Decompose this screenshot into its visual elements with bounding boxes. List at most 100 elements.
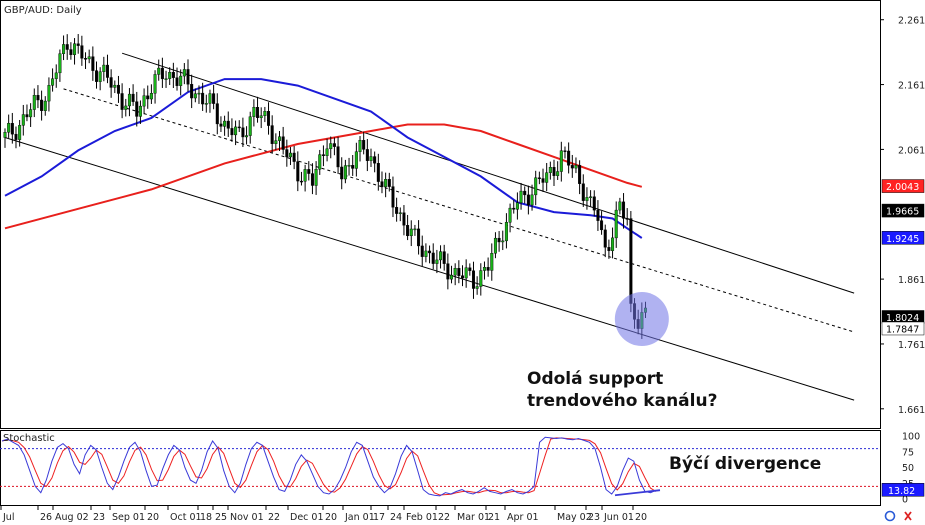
candle-body <box>146 95 150 100</box>
candle-body <box>548 167 552 173</box>
candle-body <box>127 93 131 107</box>
candle-body <box>168 71 172 79</box>
candle-body <box>497 237 501 243</box>
annotation-divergence: Býčí divergence <box>669 454 821 474</box>
candle-body <box>36 95 40 101</box>
candle-body <box>552 167 556 176</box>
candle-body <box>94 70 98 82</box>
candle-body <box>223 120 227 127</box>
candle-body <box>398 212 402 214</box>
x-tick-label: Aug 02 <box>55 512 89 523</box>
stochastic-panel-frame <box>0 430 881 506</box>
candle-body <box>482 267 486 271</box>
x-tick-label: Apr 01 <box>507 512 539 523</box>
candle-body <box>581 183 585 201</box>
candle-body <box>267 111 271 126</box>
candle-body <box>501 240 505 243</box>
candle-body <box>29 109 33 118</box>
toolbar-icons[interactable] <box>884 510 912 522</box>
candle-body <box>515 202 519 210</box>
candle-body <box>212 93 216 104</box>
price-panel-frame <box>0 0 881 429</box>
ma-blue-line <box>4 78 643 239</box>
candle-body <box>622 201 626 219</box>
candle-body <box>14 133 18 140</box>
candle-body <box>299 180 303 183</box>
candle-body <box>109 77 113 88</box>
stoch-value-box <box>881 483 925 497</box>
x-tick-label: Jan 01 <box>344 512 375 523</box>
chart-title: GBP/AUD: Daily <box>4 5 82 16</box>
channel-middle-line <box>63 88 855 333</box>
x-tick-label: 17 <box>373 512 385 523</box>
candle-body <box>611 237 615 251</box>
candle-body <box>278 136 282 141</box>
candle-body <box>263 111 267 116</box>
candle-body <box>248 116 252 136</box>
stoch-tick-label: 0 <box>902 495 908 506</box>
x-tick-label: 20 <box>635 512 647 523</box>
candle-body <box>365 149 369 161</box>
candle-body <box>171 71 175 78</box>
x-tick-label: Sep 01 <box>112 512 145 523</box>
price-label-box <box>881 231 925 245</box>
candle-body <box>157 67 161 75</box>
candle-body <box>512 207 516 210</box>
candle-body <box>325 148 329 156</box>
stoch-tick-label: 100 <box>902 432 920 443</box>
candle-body <box>237 126 241 129</box>
candle-body <box>526 194 530 206</box>
candle-body <box>395 207 399 214</box>
candle-body <box>369 156 373 161</box>
candle-body <box>508 207 512 223</box>
candle-body <box>424 250 428 257</box>
divergence-line <box>614 489 661 497</box>
price-label-box <box>881 321 925 336</box>
candle-body <box>607 247 611 251</box>
candle-body <box>493 237 497 254</box>
stochastic-panel: 100755025013.82 <box>0 432 925 506</box>
annotation-support-line-1: Odolá support <box>527 369 663 389</box>
candle-body <box>32 95 36 110</box>
candle-body <box>592 196 596 211</box>
candle-body <box>340 166 344 180</box>
candle-body <box>570 165 574 169</box>
x-tick-label: May 02 <box>557 512 592 523</box>
x-tick-label: 24 <box>390 512 402 523</box>
candle-body <box>296 161 300 182</box>
price-label-text: 1.9245 <box>886 234 919 245</box>
candle-body <box>479 270 483 287</box>
axes: 2.2616 2.1616 2.0616 1.8616 1.7616 1.6616 2.00… <box>0 0 925 506</box>
price-label-text: 1.7847 <box>886 324 919 335</box>
candle-body <box>124 105 128 110</box>
candle-body <box>461 275 465 279</box>
refresh-icon[interactable] <box>884 510 896 522</box>
candle-body <box>241 127 245 138</box>
x-tick-label: Oct 01 <box>170 512 202 523</box>
candle-body <box>292 152 296 162</box>
price-tick-label: 1.7616 <box>898 340 925 351</box>
candle-body <box>182 69 186 77</box>
stochastic-title: Stochastic <box>3 433 55 444</box>
price-tick-label: 2.2616 <box>898 16 925 27</box>
price-label-text: 2.0043 <box>886 182 919 193</box>
candle-body <box>179 75 183 86</box>
candle-body <box>3 132 7 138</box>
candle-body <box>347 165 351 167</box>
stoch-d-line <box>1 437 657 496</box>
candle-body <box>578 165 582 184</box>
candle-body <box>373 156 377 164</box>
candle-body <box>537 177 541 179</box>
candle-body <box>43 100 47 111</box>
candle-body <box>307 169 311 174</box>
candle-body <box>190 84 194 99</box>
candle-body <box>417 228 421 247</box>
candle-body <box>230 128 234 136</box>
candle-body <box>80 45 84 59</box>
close-icon[interactable] <box>904 511 912 521</box>
x-tick-label: 25 <box>215 512 227 523</box>
candle-body <box>303 169 307 182</box>
candle-body <box>318 154 322 170</box>
